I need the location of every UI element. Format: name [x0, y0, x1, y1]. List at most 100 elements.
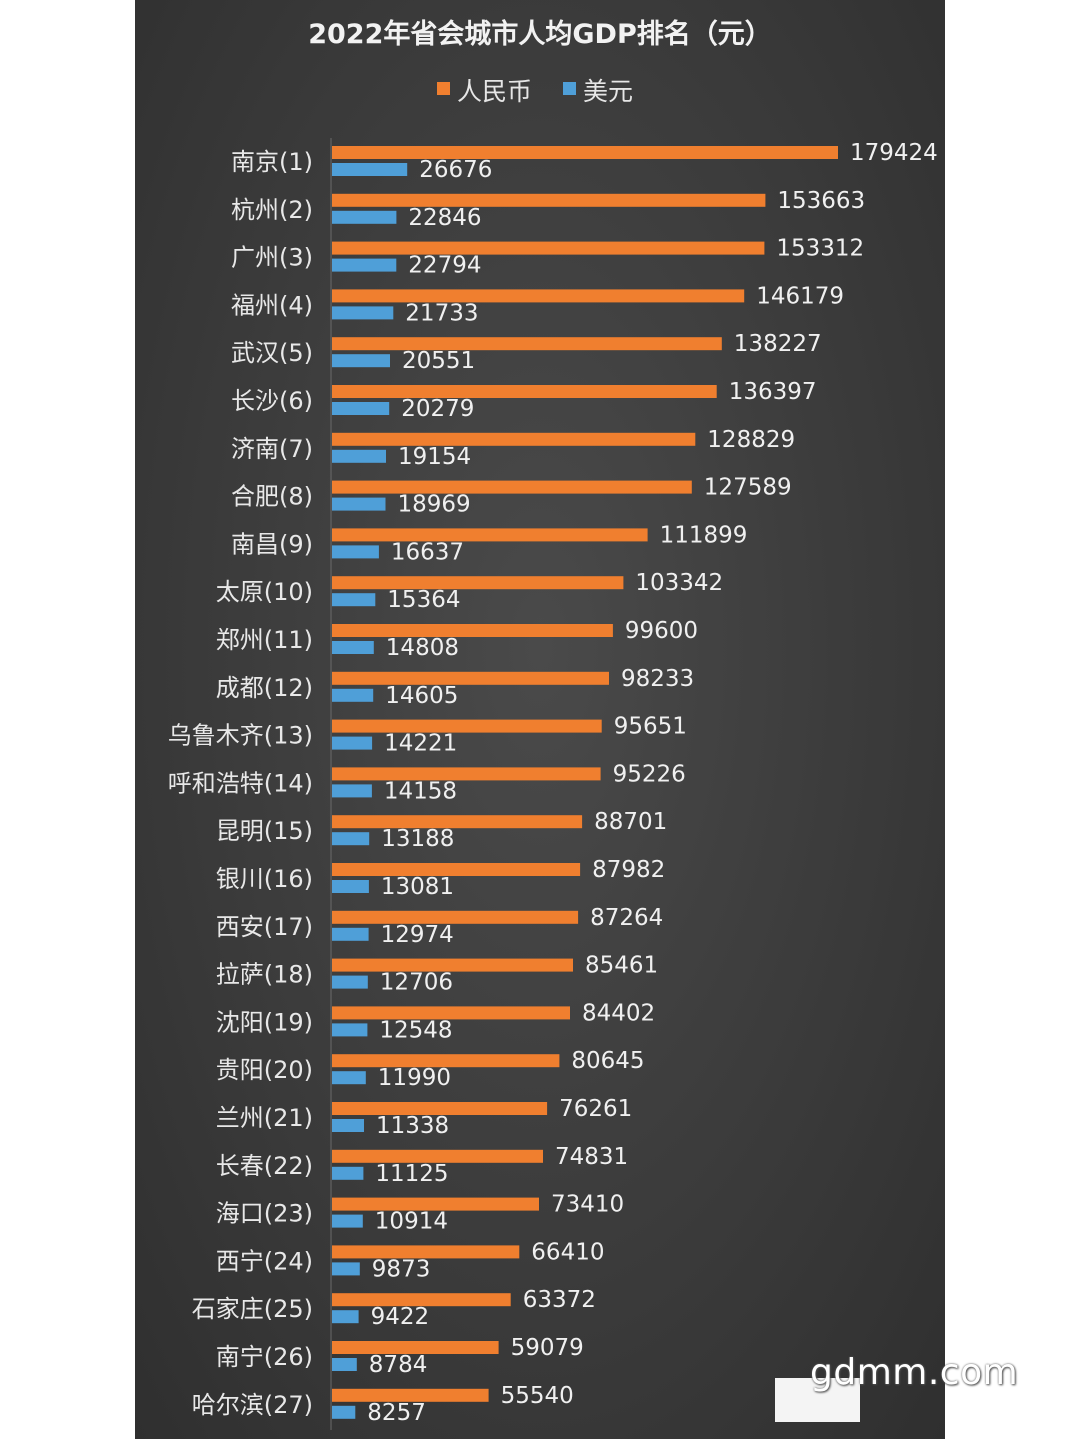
value-label-usd: 21733 — [405, 300, 478, 326]
value-label-rmb: 66410 — [531, 1239, 604, 1265]
category-label: 西宁(24) — [216, 1247, 313, 1275]
bar-usd — [332, 210, 397, 224]
value-label-rmb: 87982 — [592, 857, 665, 883]
value-label-usd: 22794 — [408, 253, 481, 279]
bar-chart: 2022年省会城市人均GDP排名（元） 人民币 美元 南京(1) 179424 26… — [168, 18, 938, 1430]
bar-usd — [332, 354, 390, 368]
bar-usd — [332, 832, 370, 846]
bar-rmb — [332, 815, 583, 829]
category-label: 太原(10) — [216, 578, 313, 606]
value-label-rmb: 99600 — [625, 618, 698, 644]
bar-rmb — [332, 1341, 499, 1354]
category-label: 长沙(6) — [231, 387, 313, 415]
bar-usd — [332, 641, 374, 654]
bar-usd — [332, 306, 394, 320]
category-label: 昆明(15) — [216, 817, 313, 845]
bar-rmb — [332, 1149, 543, 1163]
category-label: 沈阳(19) — [216, 1008, 313, 1036]
category-label: 成都(12) — [216, 674, 313, 702]
chart-title: 2022年省会城市人均GDP排名（元） — [308, 18, 772, 50]
bar-rmb — [332, 576, 624, 590]
value-label-usd: 8257 — [367, 1400, 426, 1426]
bar-usd — [332, 1358, 357, 1371]
category-label: 广州(3) — [231, 244, 313, 272]
category-label: 南宁(26) — [216, 1343, 313, 1371]
value-label-rmb: 103342 — [635, 570, 723, 596]
bar-usd — [332, 449, 386, 463]
bar-usd — [332, 880, 369, 893]
bars-group: 南京(1) 179424 26676 杭州(2) 153663 22846 广州(3) 153… — [168, 140, 938, 1426]
bar-rmb — [332, 289, 745, 303]
category-label: 郑州(11) — [216, 626, 313, 654]
bar-usd — [332, 736, 373, 750]
category-label: 杭州(2) — [231, 196, 313, 224]
bar-rmb — [332, 480, 692, 494]
bar-rmb — [332, 241, 765, 255]
bar-usd — [332, 784, 372, 798]
bar-usd — [332, 688, 374, 702]
bar-rmb — [332, 146, 838, 159]
category-label: 兰州(21) — [216, 1104, 313, 1132]
value-label-rmb: 153663 — [777, 188, 865, 214]
bar-rmb — [332, 1006, 570, 1020]
value-label-usd: 11990 — [378, 1065, 451, 1091]
category-label: 石家庄(25) — [192, 1295, 313, 1323]
value-label-usd: 9873 — [372, 1256, 431, 1282]
value-label-usd: 11338 — [376, 1113, 449, 1139]
category-label: 贵阳(20) — [216, 1056, 313, 1084]
category-label: 西安(17) — [216, 913, 313, 941]
bar-rmb — [332, 719, 602, 733]
bar-rmb — [332, 1245, 520, 1259]
value-label-usd: 14808 — [386, 635, 459, 661]
chart-panel — [135, 0, 945, 1439]
category-label: 南京(1) — [231, 148, 313, 176]
value-label-rmb: 76261 — [559, 1096, 632, 1122]
bar-rmb — [332, 958, 573, 972]
value-label-usd: 9422 — [371, 1304, 430, 1330]
value-label-usd: 12974 — [381, 922, 454, 948]
value-label-usd: 14158 — [384, 778, 457, 804]
value-label-usd: 14605 — [385, 683, 458, 709]
bar-usd — [332, 1166, 364, 1180]
bar-rmb — [332, 863, 581, 876]
bar-usd — [332, 1071, 366, 1085]
category-label: 拉萨(18) — [216, 961, 313, 989]
value-label-rmb: 95226 — [613, 761, 686, 787]
value-label-rmb: 80645 — [571, 1048, 644, 1074]
category-label: 福州(4) — [231, 291, 313, 319]
value-label-rmb: 179424 — [850, 140, 938, 166]
legend-swatch-usd — [563, 82, 576, 95]
value-label-usd: 18969 — [398, 492, 471, 518]
category-label: 海口(23) — [216, 1200, 313, 1228]
category-label: 哈尔滨(27) — [192, 1391, 313, 1419]
bar-usd — [332, 402, 390, 415]
bar-rmb — [332, 385, 717, 398]
value-label-rmb: 95651 — [614, 714, 687, 740]
value-label-usd: 10914 — [375, 1209, 448, 1235]
bar-rmb — [332, 193, 766, 207]
value-label-rmb: 55540 — [501, 1383, 574, 1409]
legend-label-usd: 美元 — [583, 77, 633, 106]
value-label-usd: 22846 — [408, 205, 481, 231]
value-label-rmb: 127589 — [704, 475, 792, 501]
bar-usd — [332, 545, 379, 559]
bar-rmb — [332, 1054, 560, 1068]
value-label-usd: 12548 — [379, 1017, 452, 1043]
bar-rmb — [332, 910, 579, 924]
value-label-rmb: 73410 — [551, 1192, 624, 1218]
category-label: 长春(22) — [216, 1152, 313, 1180]
category-label: 呼和浩特(14) — [168, 769, 313, 797]
bar-rmb — [332, 671, 609, 685]
category-label: 银川(16) — [216, 865, 313, 893]
value-label-rmb: 74831 — [555, 1144, 628, 1170]
bar-usd — [332, 163, 408, 176]
bar-rmb — [332, 767, 601, 781]
bar-usd — [332, 1262, 360, 1276]
value-label-rmb: 138227 — [734, 331, 822, 357]
bar-usd — [332, 927, 369, 941]
value-label-usd: 13188 — [381, 826, 454, 852]
bar-rmb — [332, 1197, 539, 1211]
legend: 人民币 美元 — [437, 77, 633, 106]
bar-rmb — [332, 1102, 548, 1115]
legend-swatch-rmb — [437, 82, 450, 95]
